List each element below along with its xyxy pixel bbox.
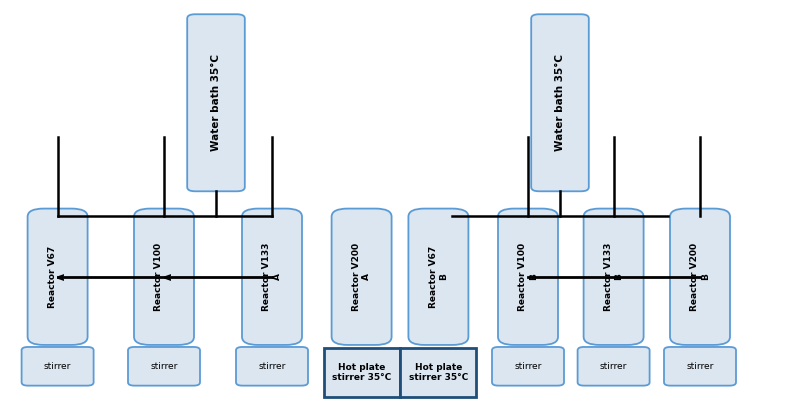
FancyBboxPatch shape [664,347,736,386]
FancyBboxPatch shape [27,209,88,345]
Text: Hot plate
stirrer 35°C: Hot plate stirrer 35°C [332,363,391,382]
Bar [323,348,400,397]
FancyBboxPatch shape [578,347,650,386]
Bar [401,348,477,397]
FancyBboxPatch shape [409,209,469,345]
FancyBboxPatch shape [187,14,245,191]
Text: stirrer: stirrer [258,362,286,371]
FancyBboxPatch shape [242,209,302,345]
FancyBboxPatch shape [128,347,200,386]
Text: Water bath 35°C: Water bath 35°C [555,54,565,151]
Text: Water bath 35°C: Water bath 35°C [211,54,221,151]
Text: Reactor V100
B: Reactor V100 B [518,243,538,311]
FancyBboxPatch shape [584,209,643,345]
FancyBboxPatch shape [531,14,589,191]
Text: Reactor V67
B: Reactor V67 B [429,246,448,308]
Text: stirrer: stirrer [44,362,71,371]
FancyBboxPatch shape [492,347,564,386]
FancyBboxPatch shape [670,209,730,345]
Text: Reactor V200
A: Reactor V200 A [352,243,371,311]
FancyBboxPatch shape [498,209,558,345]
Text: Reactor V133
B: Reactor V133 B [604,243,623,311]
Text: stirrer: stirrer [600,362,627,371]
Text: stirrer: stirrer [150,362,178,371]
FancyBboxPatch shape [134,209,194,345]
FancyBboxPatch shape [332,209,392,345]
FancyBboxPatch shape [22,347,94,386]
Text: Hot plate
stirrer 35°C: Hot plate stirrer 35°C [409,363,468,382]
Text: Reactor V100
A: Reactor V100 A [154,243,174,311]
Text: stirrer: stirrer [686,362,714,371]
Text: Reactor V200
B: Reactor V200 B [690,243,710,311]
Text: Reactor V133
A: Reactor V133 A [262,243,282,311]
Text: Reactor V67
A: Reactor V67 A [48,246,67,308]
FancyBboxPatch shape [236,347,308,386]
Text: stirrer: stirrer [514,362,542,371]
